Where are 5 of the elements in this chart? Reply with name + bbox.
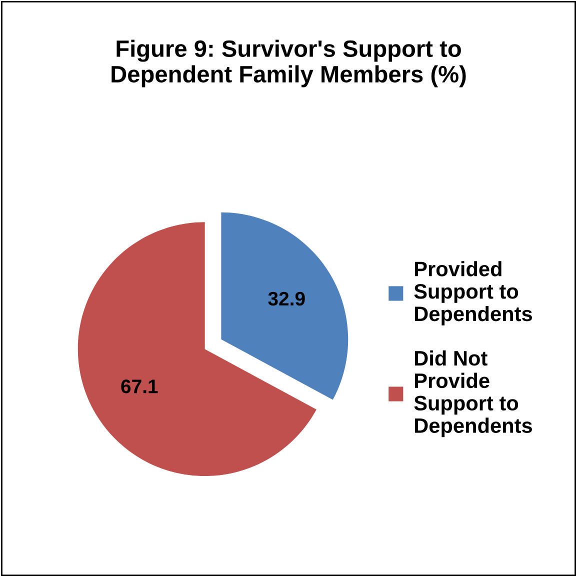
legend-label: Did Not Provide Support to Dependents bbox=[414, 350, 532, 438]
data-label: 32.9 bbox=[268, 292, 305, 306]
chart-title: Figure 9: Survivor's Support to Dependent Family Members (%) bbox=[112, 40, 466, 88]
legend-label: Provided Support to Dependents bbox=[414, 261, 532, 326]
data-label: 67.1 bbox=[121, 380, 158, 394]
